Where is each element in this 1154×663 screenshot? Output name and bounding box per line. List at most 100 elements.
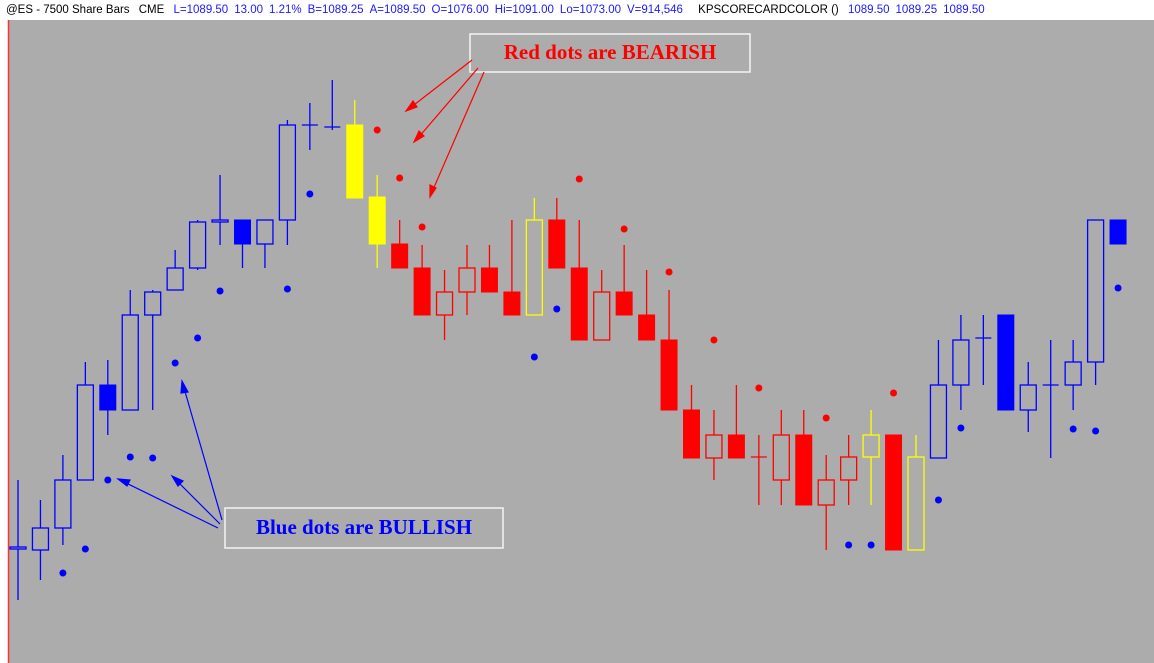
arrows bbox=[404, 59, 485, 199]
body bbox=[817, 479, 835, 506]
signal-dot bbox=[665, 268, 673, 276]
signal-dot bbox=[890, 389, 898, 397]
body bbox=[1019, 384, 1037, 411]
signal-dot bbox=[194, 334, 202, 342]
body bbox=[705, 434, 723, 459]
quote-field: Lo=1073.00 bbox=[559, 4, 621, 16]
signal-dot bbox=[1092, 427, 1100, 435]
indicator-value: 1089.50 bbox=[943, 4, 985, 16]
body bbox=[435, 291, 454, 316]
annotation-bullish: Blue dots are BULLISH bbox=[116, 378, 504, 549]
body bbox=[31, 527, 50, 551]
signal-dot bbox=[104, 476, 112, 484]
signal-dot bbox=[530, 353, 538, 361]
signal-dot bbox=[396, 174, 404, 182]
signal-dot bbox=[59, 569, 67, 577]
marks bbox=[9, 80, 1127, 600]
body bbox=[548, 219, 566, 269]
signal-dot bbox=[373, 126, 381, 134]
signal-dot bbox=[81, 545, 89, 553]
quote-field: A=1089.50 bbox=[369, 4, 426, 16]
body bbox=[1109, 219, 1127, 245]
body bbox=[54, 479, 72, 529]
signal-dot bbox=[575, 175, 583, 183]
body bbox=[660, 339, 678, 411]
quote-field: B=1089.25 bbox=[307, 4, 364, 16]
body bbox=[234, 219, 251, 245]
body bbox=[458, 267, 476, 293]
signal-dot bbox=[306, 190, 314, 198]
body bbox=[346, 124, 364, 199]
signal-dot bbox=[1114, 284, 1122, 292]
signal-dot bbox=[867, 541, 875, 549]
body bbox=[391, 243, 409, 269]
body bbox=[1086, 219, 1105, 363]
body bbox=[683, 409, 700, 459]
quote-field: L=1089.50 bbox=[173, 4, 229, 16]
indicator: KPSCORECARDCOLOR () bbox=[698, 4, 839, 16]
arrows bbox=[116, 378, 223, 529]
plot-area bbox=[8, 20, 1154, 663]
body bbox=[503, 291, 521, 316]
annotation-bearish: Red dots are BEARISH bbox=[404, 33, 751, 199]
body bbox=[480, 267, 498, 293]
body bbox=[76, 384, 94, 481]
body bbox=[727, 434, 745, 459]
body bbox=[593, 291, 611, 341]
body bbox=[188, 221, 207, 269]
body bbox=[121, 314, 139, 411]
body bbox=[99, 384, 117, 411]
body bbox=[166, 267, 184, 291]
signal-dot bbox=[755, 384, 763, 392]
note-box bbox=[469, 33, 751, 73]
body bbox=[413, 267, 431, 316]
signal-dot bbox=[957, 424, 965, 432]
signal-dot bbox=[171, 359, 179, 367]
quote-field: O=1076.00 bbox=[431, 4, 489, 16]
body bbox=[368, 196, 386, 245]
body bbox=[525, 219, 543, 316]
signal-dot bbox=[553, 305, 561, 313]
indicator-value: 1089.25 bbox=[895, 4, 938, 16]
signal-dot bbox=[822, 414, 830, 422]
signal-dot bbox=[216, 287, 224, 295]
quote-field: 1.21% bbox=[268, 4, 302, 16]
quote-field: 13.00 bbox=[234, 4, 263, 16]
body bbox=[862, 434, 880, 458]
note-text: Blue dots are BULLISH bbox=[256, 515, 472, 539]
signal-dot bbox=[1069, 425, 1077, 433]
body bbox=[929, 384, 948, 459]
signal-dot bbox=[283, 285, 291, 293]
body bbox=[615, 291, 633, 316]
body bbox=[952, 339, 970, 386]
quote-header: @ES - 7500 Share Bars CME L=1089.50 13.00… bbox=[6, 2, 1152, 18]
body bbox=[907, 456, 925, 551]
quote-field: Hi=1091.00 bbox=[494, 4, 554, 16]
body bbox=[840, 456, 858, 481]
signal-dot bbox=[149, 454, 157, 462]
body bbox=[570, 267, 588, 341]
body bbox=[997, 314, 1015, 411]
body bbox=[638, 314, 656, 341]
indicator-value: 1089.50 bbox=[847, 4, 890, 16]
body bbox=[795, 434, 813, 506]
body bbox=[885, 434, 903, 551]
exchange: CME bbox=[138, 4, 165, 16]
body bbox=[256, 219, 274, 245]
signal-dot bbox=[126, 453, 134, 461]
body bbox=[1064, 361, 1082, 386]
quote-field: V=914,546 bbox=[627, 4, 683, 16]
body bbox=[211, 219, 229, 223]
body bbox=[772, 434, 790, 481]
body bbox=[9, 546, 27, 550]
body bbox=[278, 124, 297, 221]
note-box bbox=[224, 507, 504, 549]
signal-dot bbox=[845, 541, 853, 549]
signal-dot bbox=[418, 223, 426, 231]
body bbox=[144, 291, 162, 316]
note-text: Red dots are BEARISH bbox=[504, 40, 717, 64]
signal-dot bbox=[710, 336, 718, 344]
signal-dot bbox=[934, 496, 942, 504]
